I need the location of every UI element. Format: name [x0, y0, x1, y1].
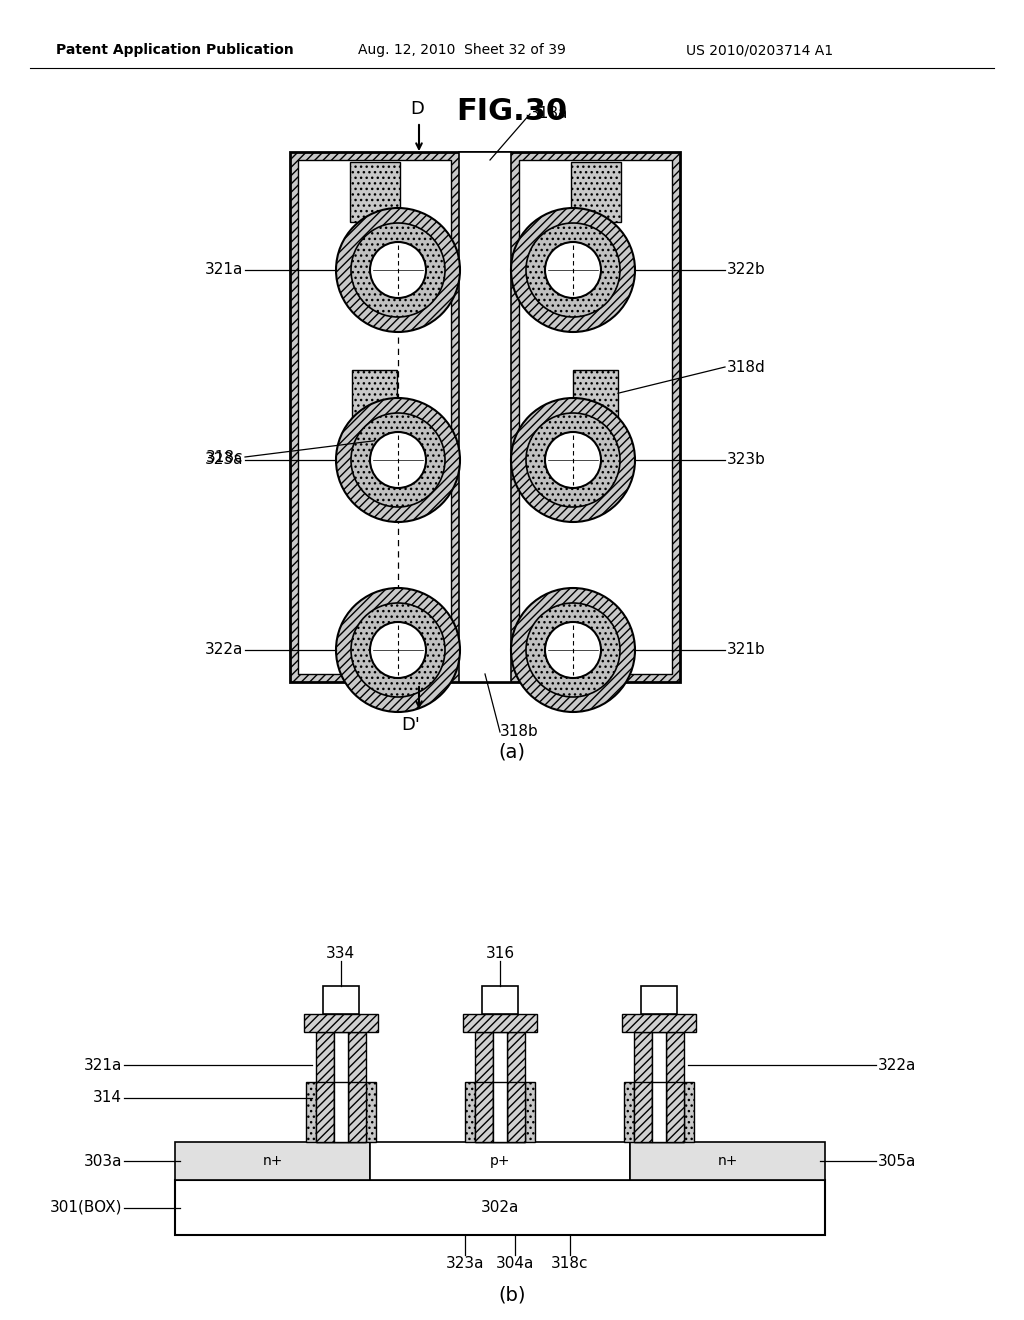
- Bar: [623, 1014, 696, 1032]
- Text: Patent Application Publication: Patent Application Publication: [56, 44, 294, 57]
- Text: p+: p+: [490, 994, 509, 1006]
- Text: 322a: 322a: [205, 643, 243, 657]
- Text: n+: n+: [650, 994, 669, 1006]
- Bar: [625, 1081, 694, 1142]
- Bar: [334, 1081, 348, 1142]
- Bar: [315, 1081, 334, 1142]
- Bar: [323, 986, 358, 1014]
- Text: 303a: 303a: [84, 1154, 122, 1168]
- Bar: [348, 1081, 366, 1142]
- Circle shape: [370, 622, 426, 678]
- Text: 334: 334: [327, 946, 355, 961]
- Bar: [667, 1032, 684, 1142]
- Bar: [465, 1081, 535, 1142]
- Bar: [634, 1032, 652, 1142]
- Circle shape: [545, 622, 601, 678]
- Bar: [482, 986, 518, 1014]
- Bar: [348, 1032, 366, 1142]
- Circle shape: [526, 603, 620, 697]
- Circle shape: [370, 242, 426, 298]
- Bar: [519, 160, 672, 675]
- Text: n+: n+: [262, 1154, 283, 1168]
- Text: (a): (a): [499, 742, 525, 762]
- Text: 322b: 322b: [727, 263, 766, 277]
- Bar: [370, 1142, 630, 1180]
- Text: 316: 316: [485, 946, 515, 961]
- Circle shape: [526, 223, 620, 317]
- Text: 302a: 302a: [481, 1200, 519, 1214]
- Bar: [634, 1081, 652, 1142]
- Bar: [334, 1032, 348, 1142]
- Bar: [298, 160, 451, 675]
- Text: 301(BOX): 301(BOX): [49, 1200, 122, 1214]
- Text: 321a: 321a: [205, 263, 243, 277]
- Bar: [667, 1081, 684, 1142]
- Bar: [475, 1032, 493, 1142]
- Bar: [459, 152, 511, 682]
- Text: 305a: 305a: [878, 1154, 916, 1168]
- Bar: [573, 370, 618, 465]
- Text: Aug. 12, 2010  Sheet 32 of 39: Aug. 12, 2010 Sheet 32 of 39: [358, 44, 566, 57]
- Bar: [349, 162, 399, 222]
- Text: 318a: 318a: [530, 107, 568, 121]
- Circle shape: [545, 432, 601, 488]
- Text: 318b: 318b: [500, 725, 539, 739]
- Bar: [507, 1081, 525, 1142]
- Text: 304a: 304a: [496, 1255, 535, 1270]
- Bar: [641, 986, 677, 1014]
- Text: 323a: 323a: [445, 1255, 484, 1270]
- Bar: [475, 1081, 493, 1142]
- Text: 322a: 322a: [878, 1057, 916, 1072]
- Circle shape: [336, 399, 460, 521]
- Bar: [463, 1014, 537, 1032]
- Circle shape: [545, 242, 601, 298]
- Circle shape: [351, 603, 445, 697]
- Bar: [175, 1142, 370, 1180]
- Bar: [175, 1180, 825, 1236]
- Text: 321b: 321b: [727, 643, 766, 657]
- Circle shape: [336, 209, 460, 333]
- Circle shape: [526, 413, 620, 507]
- Text: n+: n+: [718, 1154, 737, 1168]
- Text: 323a: 323a: [205, 453, 243, 467]
- Bar: [493, 1032, 507, 1142]
- Bar: [507, 1032, 525, 1142]
- Bar: [652, 1081, 667, 1142]
- Text: D': D': [401, 715, 421, 734]
- Bar: [304, 1014, 378, 1032]
- Bar: [352, 370, 397, 465]
- Text: 323b: 323b: [727, 453, 766, 467]
- Text: 321a: 321a: [84, 1057, 122, 1072]
- Circle shape: [351, 223, 445, 317]
- Bar: [306, 1081, 376, 1142]
- Text: p+: p+: [489, 1154, 510, 1168]
- Text: US 2010/0203714 A1: US 2010/0203714 A1: [686, 44, 834, 57]
- Text: 318d: 318d: [727, 359, 766, 375]
- Bar: [349, 612, 399, 672]
- Bar: [493, 1081, 507, 1142]
- Bar: [290, 152, 680, 682]
- Text: FIG.30: FIG.30: [457, 98, 567, 127]
- Circle shape: [336, 587, 460, 711]
- Text: 314: 314: [93, 1090, 122, 1106]
- Text: 318c: 318c: [206, 450, 243, 465]
- Text: n+: n+: [332, 994, 350, 1006]
- Text: 318c: 318c: [551, 1255, 589, 1270]
- Circle shape: [511, 209, 635, 333]
- Circle shape: [351, 413, 445, 507]
- Circle shape: [511, 587, 635, 711]
- Text: (b): (b): [499, 1286, 525, 1304]
- Text: D: D: [410, 100, 424, 117]
- Bar: [570, 162, 621, 222]
- Bar: [630, 1142, 825, 1180]
- Bar: [570, 612, 621, 672]
- Circle shape: [370, 432, 426, 488]
- Circle shape: [511, 399, 635, 521]
- Bar: [315, 1032, 334, 1142]
- Bar: [652, 1032, 667, 1142]
